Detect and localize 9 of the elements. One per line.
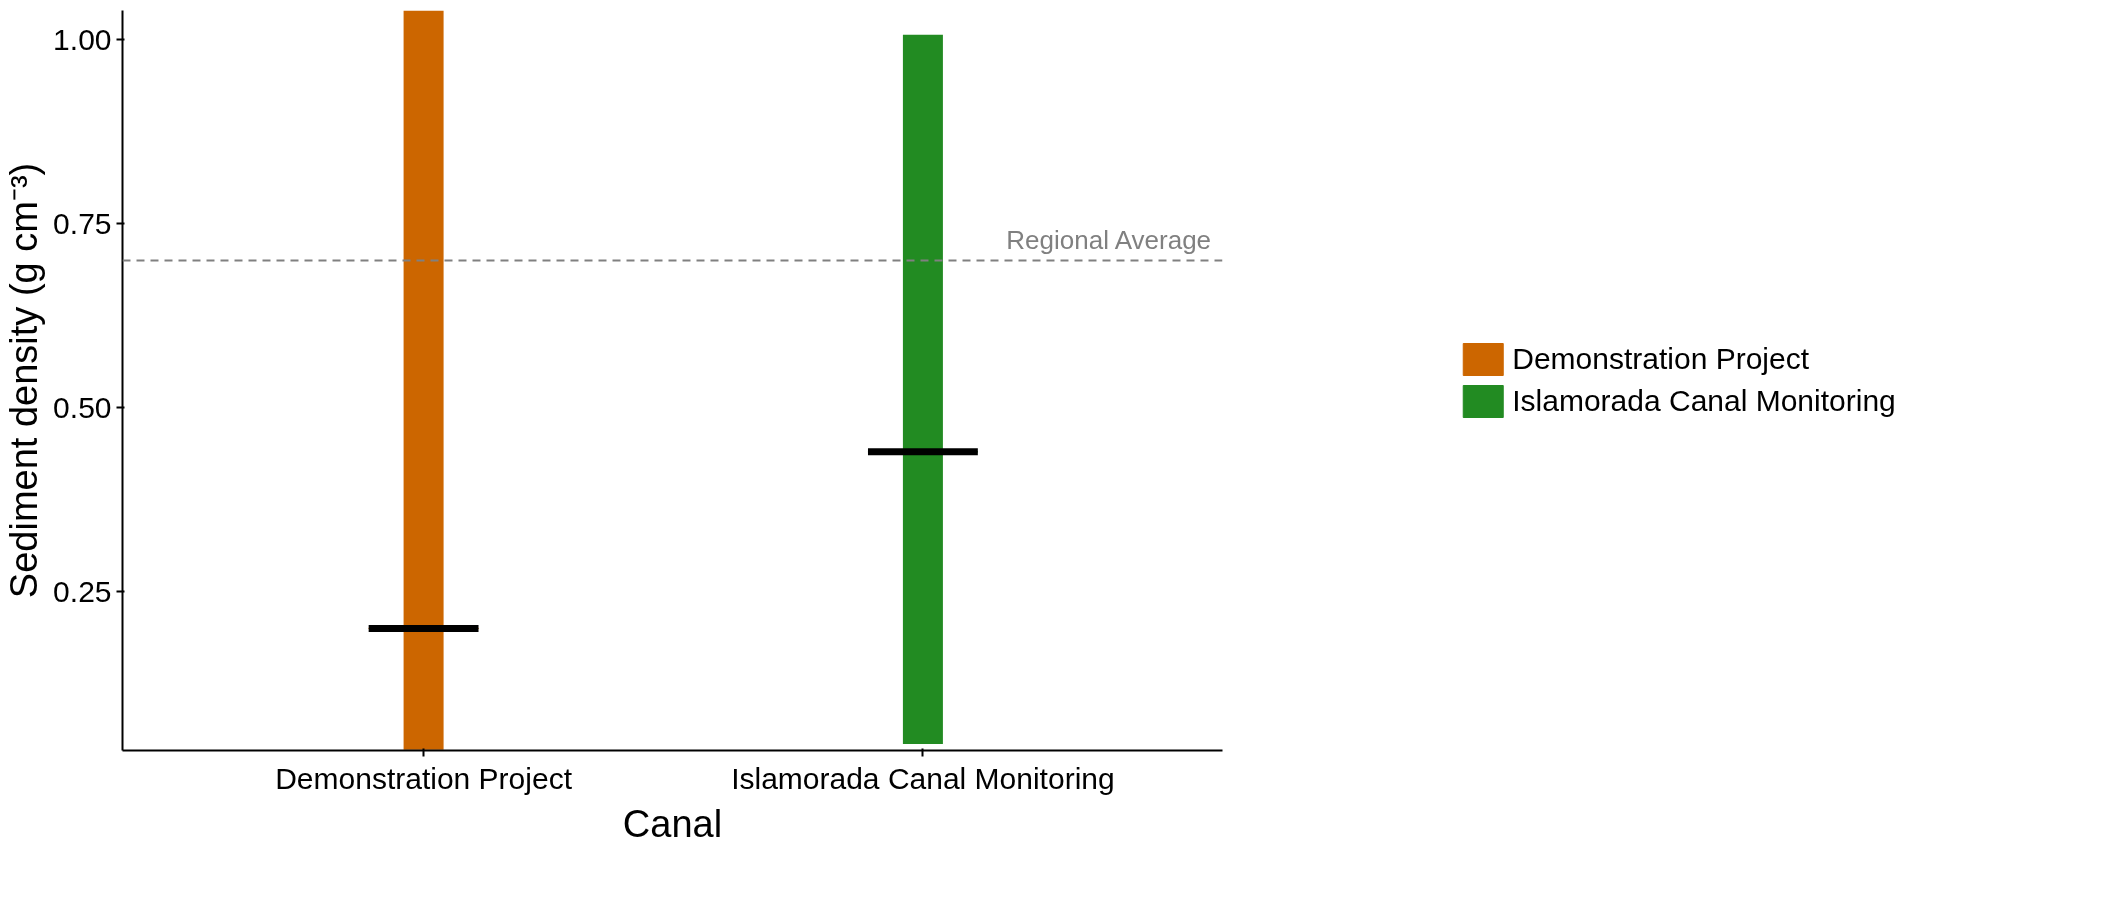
y-tick-label: 0.50 xyxy=(53,390,112,424)
ref-line-label: Regional Average xyxy=(1006,224,1212,255)
legend-label: Demonstration Project xyxy=(1512,342,1810,376)
x-axis-title: Canal xyxy=(622,802,723,845)
y-tick-label: 0.75 xyxy=(53,206,112,240)
y-tick-label: 0.25 xyxy=(53,574,112,608)
y-tick-label: 1.00 xyxy=(53,22,112,56)
legend-label: Islamorada Canal Monitoring xyxy=(1512,384,1896,418)
y-axis-title: Sediment density (g cm⁻³) xyxy=(3,162,46,599)
